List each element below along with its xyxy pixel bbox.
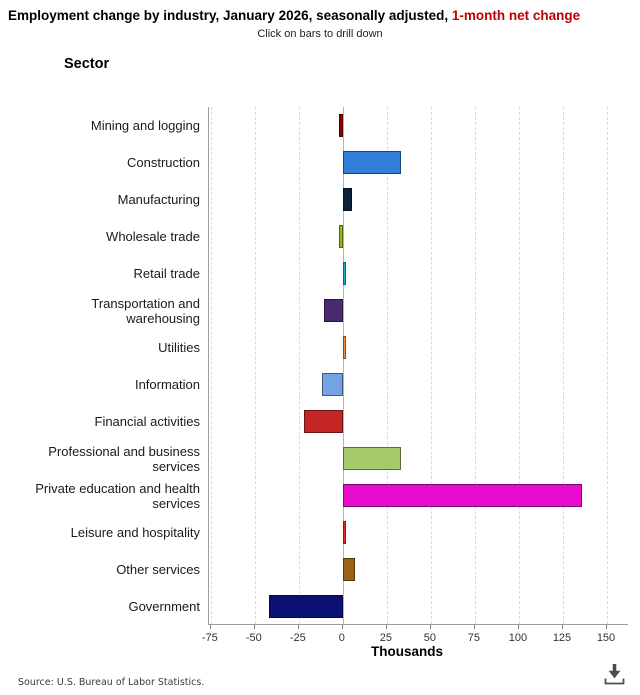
gridline xyxy=(430,107,432,624)
category-label-other-services: Other services xyxy=(116,562,200,577)
gridline xyxy=(607,107,608,624)
bar-mining-and-logging[interactable] xyxy=(339,114,343,137)
page-title: Employment change by industry, January 2… xyxy=(8,8,636,23)
chart-subtitle: Click on bars to drill down xyxy=(257,28,383,40)
category-label-transportation-and-warehousing: Transportation and warehousing xyxy=(91,295,200,326)
bar-construction[interactable] xyxy=(342,151,401,174)
sector-axis-title: Sector xyxy=(64,56,110,72)
x-axis-tick xyxy=(429,625,431,629)
plot-area xyxy=(208,107,628,625)
category-label-financial-activities: Financial activities xyxy=(94,414,201,429)
gridline xyxy=(563,107,564,624)
category-label-government: Government xyxy=(128,599,200,614)
x-tick-label-125: 125 xyxy=(552,632,572,644)
category-labels: Mining and logging Construction Manufactur… xyxy=(0,107,200,625)
x-tick-label-50: 50 xyxy=(423,632,437,644)
category-label-retail-trade: Retail trade xyxy=(133,266,200,281)
bar-utilities[interactable] xyxy=(342,336,347,359)
x-tick-label--50: -50 xyxy=(245,632,262,644)
category-label-mining-and-logging: Mining and logging xyxy=(90,118,200,133)
x-tick-label-25: 25 xyxy=(379,632,393,644)
x-tick-label--75: -75 xyxy=(201,632,218,644)
bar-information[interactable] xyxy=(321,373,343,396)
download-button[interactable] xyxy=(600,660,628,688)
bar-financial-activities[interactable] xyxy=(304,410,343,433)
category-label-private-education-and-health-services: Private education and health services xyxy=(35,480,200,511)
bar-professional-and-business-services[interactable] xyxy=(342,447,401,470)
gridline xyxy=(518,107,520,624)
bar-retail-trade[interactable] xyxy=(342,262,347,285)
category-label-professional-and-business-services: Professional and business services xyxy=(48,443,200,474)
x-tick-label-75: 75 xyxy=(467,632,481,644)
download-icon xyxy=(604,663,624,684)
x-tick-label-100: 100 xyxy=(508,632,528,644)
category-label-wholesale-trade: Wholesale trade xyxy=(106,229,200,244)
bar-manufacturing[interactable] xyxy=(342,188,352,211)
gridline xyxy=(386,107,388,624)
category-label-utilities: Utilities xyxy=(158,340,200,355)
x-axis-tick xyxy=(253,625,255,629)
bar-other-services[interactable] xyxy=(342,558,356,581)
x-axis-tick xyxy=(341,625,343,629)
page-title-highlight: 1-month net change xyxy=(451,8,581,23)
x-tick-label-0: 0 xyxy=(338,632,345,644)
x-axis-tick xyxy=(473,625,475,629)
bar-wholesale-trade[interactable] xyxy=(339,225,343,248)
x-axis: -75 -50 -25 0 25 50 75 100 125 150 xyxy=(202,625,628,649)
category-label-information: Information xyxy=(134,377,200,392)
x-axis-tick xyxy=(297,625,299,629)
gridline xyxy=(474,107,476,624)
bar-government[interactable] xyxy=(268,595,343,618)
x-axis-tick xyxy=(606,625,607,629)
x-axis-tick xyxy=(209,625,211,629)
x-axis-tick xyxy=(385,625,387,629)
zero-gridline xyxy=(342,107,344,624)
bar-leisure-and-hospitality[interactable] xyxy=(342,521,347,544)
source-note: Source: U.S. Bureau of Labor Statistics. xyxy=(18,677,205,688)
page-title-text: Employment change by industry, January 2… xyxy=(8,8,452,23)
category-label-construction: Construction xyxy=(127,155,200,170)
x-tick-label-150: 150 xyxy=(596,632,616,644)
gridline xyxy=(254,107,256,624)
gridline xyxy=(298,107,300,624)
x-axis-tick xyxy=(562,625,563,629)
bar-transportation-and-warehousing[interactable] xyxy=(323,299,343,322)
bar-private-education-and-health-services[interactable] xyxy=(342,484,583,507)
category-label-manufacturing: Manufacturing xyxy=(117,192,200,207)
x-tick-label--25: -25 xyxy=(289,632,306,644)
gridline xyxy=(210,107,212,624)
category-label-leisure-and-hospitality: Leisure and hospitality xyxy=(70,525,200,540)
x-axis-title: Thousands xyxy=(370,644,443,659)
x-axis-tick xyxy=(517,625,519,629)
